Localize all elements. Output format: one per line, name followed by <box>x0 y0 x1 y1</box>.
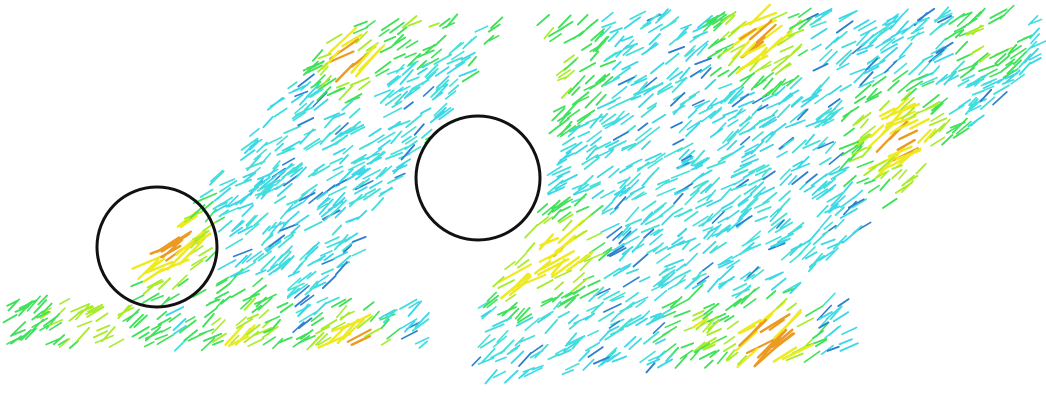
vector-field-image <box>0 0 1046 415</box>
page: (() => { const data = JSON.parse(documen… <box>0 0 1046 415</box>
